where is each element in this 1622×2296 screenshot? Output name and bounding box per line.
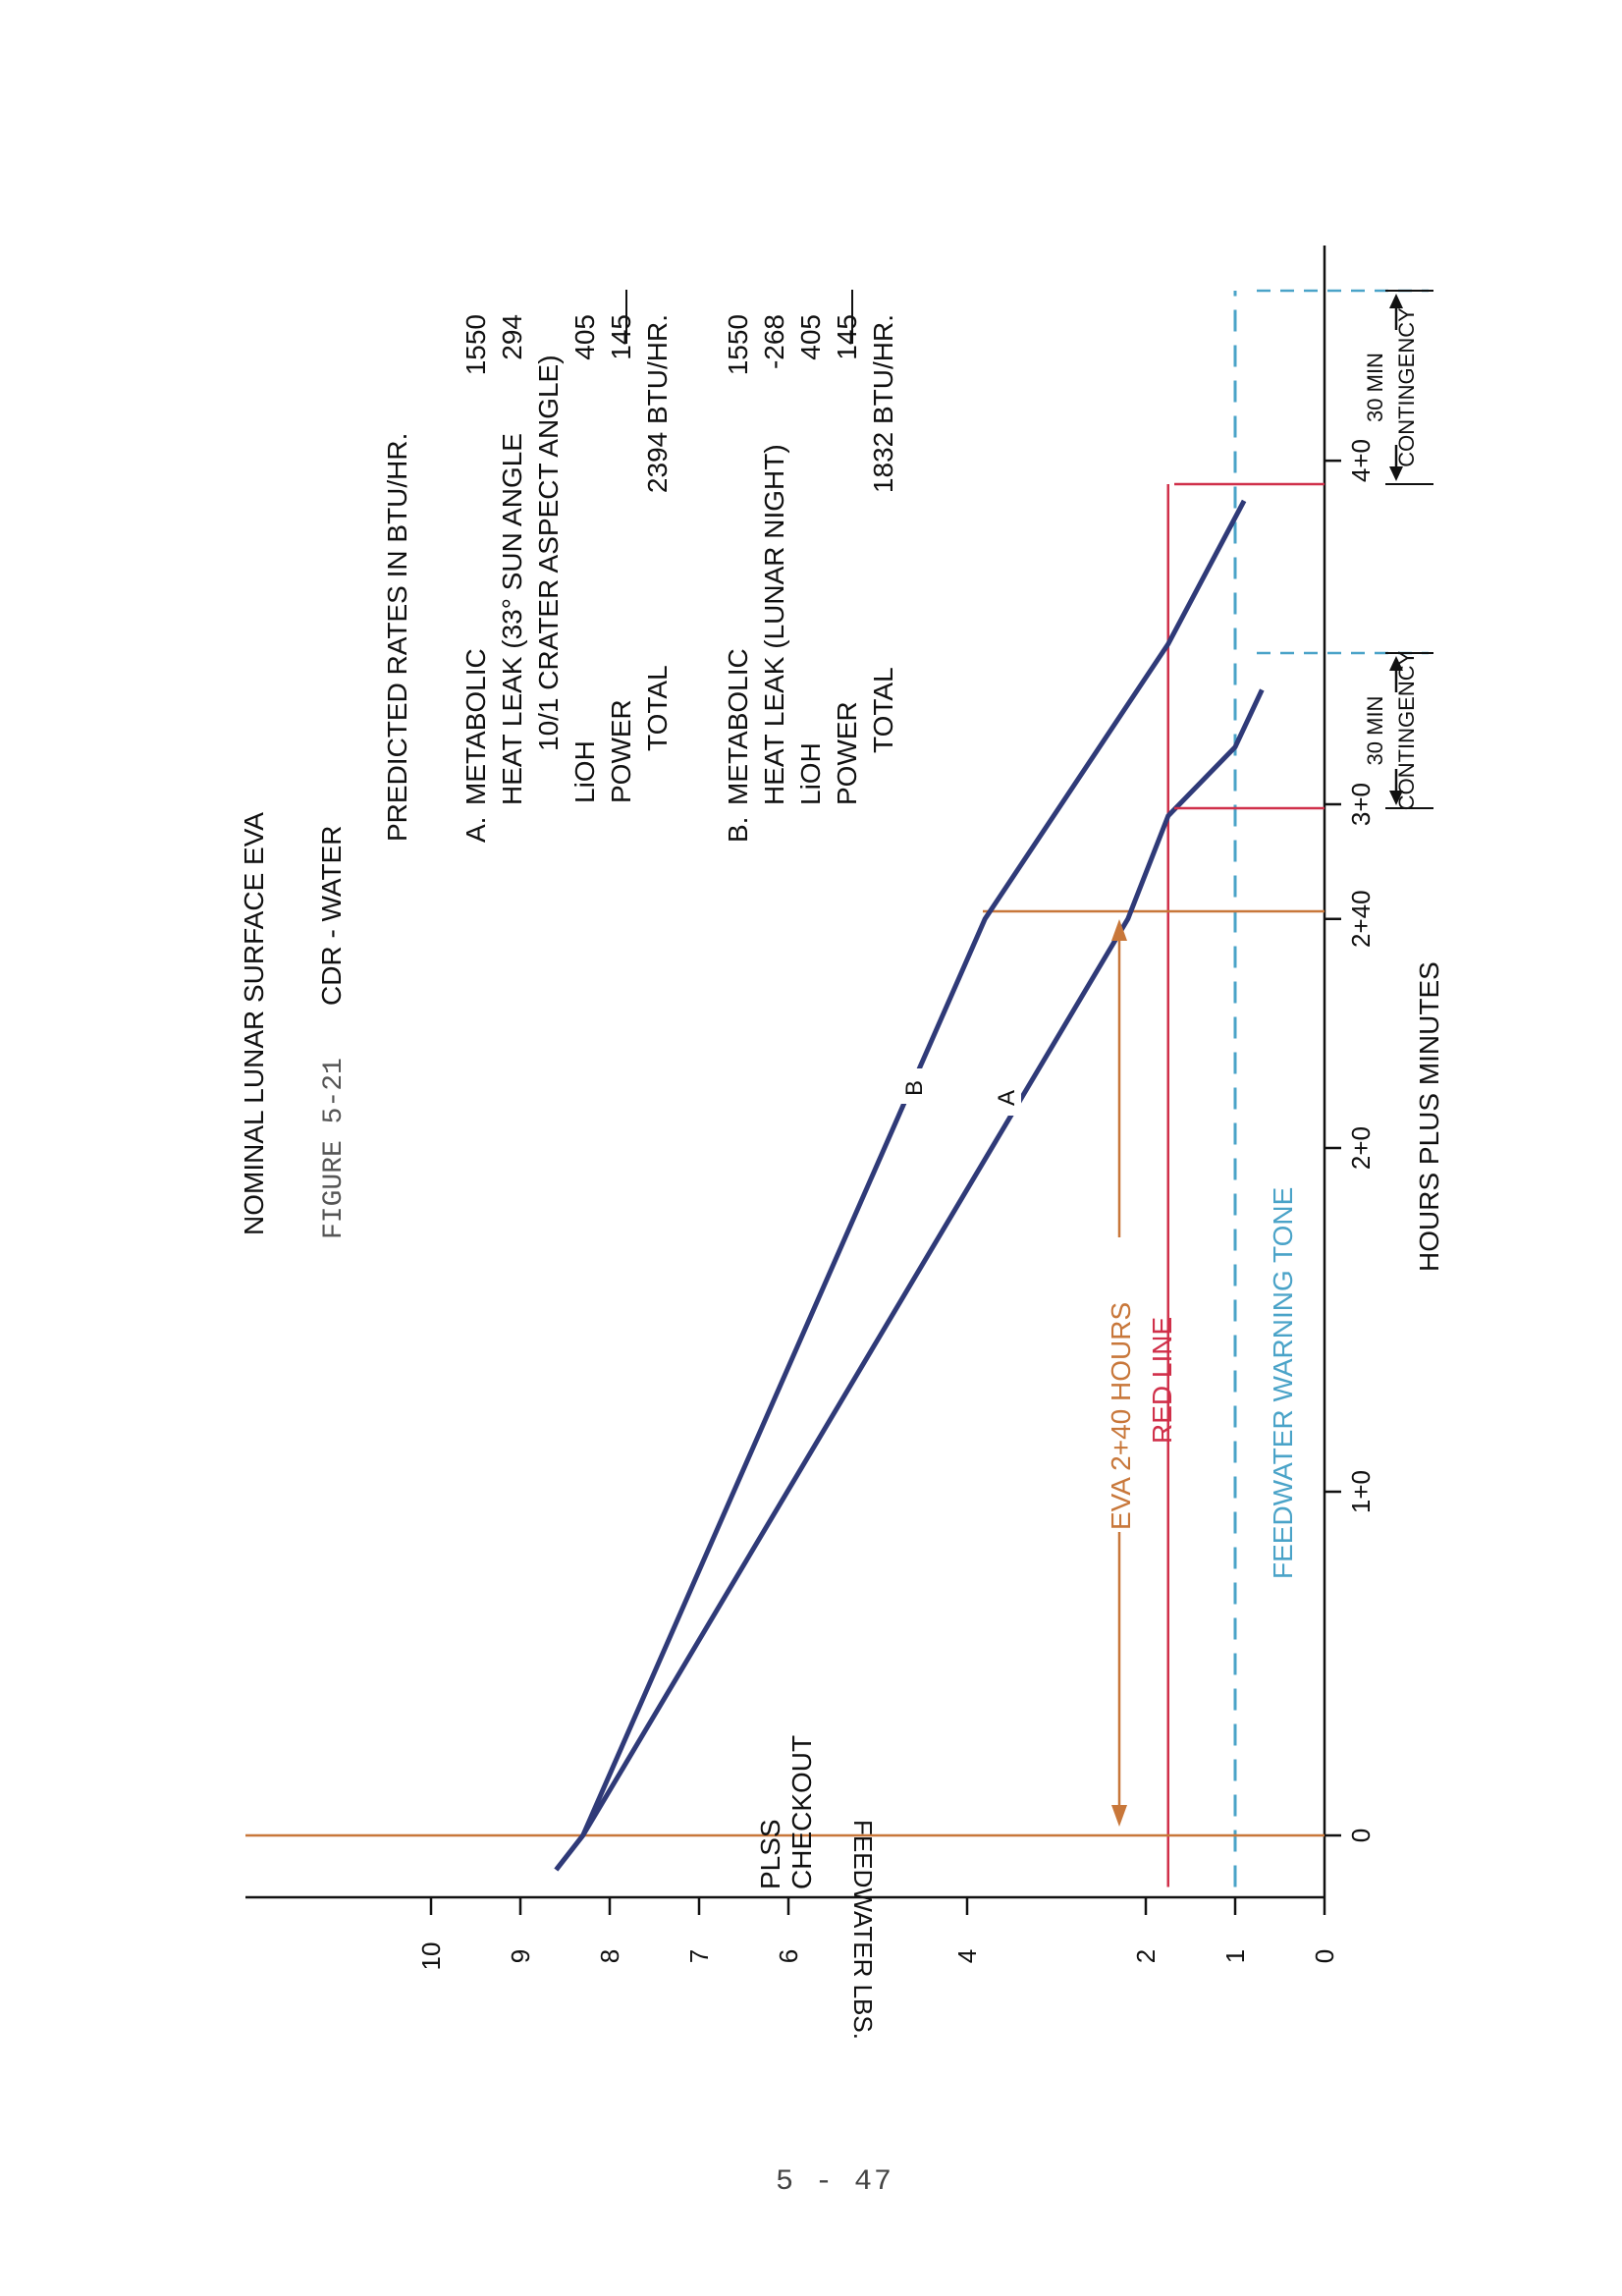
contingency-arrowhead-end-2	[1389, 466, 1403, 481]
case-b-row-name: POWER	[832, 701, 862, 805]
case-a-row-value: 294	[497, 314, 527, 360]
case-a-label: A.	[460, 817, 491, 843]
eva-arrow-head-bottom	[1111, 1805, 1127, 1827]
contingency-label-bottom-1: CONTINGENCY	[1394, 650, 1419, 810]
case-a-row-name: METABOLIC	[460, 648, 491, 805]
y-tick-label: 9	[506, 1949, 535, 1963]
x-tick-label: 1+0	[1346, 1470, 1376, 1513]
y-tick-label: 0	[1310, 1949, 1339, 1963]
x-tick-label: 3+0	[1346, 783, 1376, 826]
y-tick-label: 1	[1220, 1949, 1250, 1963]
y-tick-label: 4	[952, 1949, 982, 1963]
chart-subtitle: CDR - WATER	[316, 825, 347, 1006]
series-label-a: A	[994, 1090, 1020, 1106]
contingency-label-bottom-2: CONTINGENCY	[1394, 307, 1419, 467]
case-b-row-name: METABOLIC	[723, 648, 753, 805]
series-line-b	[554, 499, 1247, 1872]
x-axis-title: HOURS PLUS MINUTES	[1414, 961, 1444, 1272]
chart-title: NOMINAL LUNAR SURFACE EVA	[239, 812, 269, 1235]
case-b-row-name: HEAT LEAK (LUNAR NIGHT)	[759, 444, 789, 805]
series-label-bg	[893, 1068, 927, 1104]
case-b-label: B.	[723, 817, 753, 843]
series-label-b: B	[901, 1080, 928, 1096]
case-b-row-value: -268	[759, 314, 789, 369]
contingency-label-top-2: 30 MIN	[1363, 353, 1387, 422]
case-a-row-value: 405	[569, 314, 600, 360]
case-a-row-name: TOTAL	[642, 665, 673, 751]
case-b-row-value: 1550	[723, 314, 753, 375]
series-line-a	[554, 688, 1265, 1872]
plss-label: PLSS	[755, 1819, 785, 1889]
rates-heading: PREDICTED RATES IN BTU/HR.	[382, 433, 412, 842]
case-a-row-name: 10/1 CRATER ASPECT ANGLE)	[533, 355, 564, 751]
warning-tone-label: FEEDWATER WARNING TONE	[1268, 1187, 1298, 1579]
case-a-row-name: POWER	[606, 699, 636, 803]
y-tick-label: 6	[774, 1949, 803, 1963]
case-b-row-value: 1832 BTU/HR.	[868, 314, 898, 493]
y-axis-title: FEEDWATER LBS.	[848, 1820, 878, 2040]
case-b-row-value: 405	[795, 314, 826, 360]
case-b-row-name: LiOH	[795, 742, 826, 805]
case-a-row-value: 1550	[460, 314, 491, 375]
series-label-bg	[988, 1080, 1021, 1116]
red-line-label: RED LINE	[1147, 1317, 1177, 1444]
figure-number: FIGURE 5-21	[319, 1058, 350, 1239]
contingency-arrowhead-end-1	[1389, 791, 1403, 805]
x-tick-label: 2+40	[1346, 890, 1376, 948]
contingency-arrowhead-start-2	[1389, 294, 1403, 308]
y-tick-label: 10	[416, 1942, 446, 1971]
y-tick-label: 7	[684, 1949, 714, 1963]
case-a-row-value: 2394 BTU/HR.	[642, 314, 673, 493]
case-b-row-value: 145	[832, 314, 862, 360]
y-tick-label: 2	[1131, 1949, 1161, 1963]
y-tick-label: 8	[595, 1949, 624, 1963]
page-number: 5 - 47	[776, 2165, 894, 2199]
eva-arrow-head-top	[1111, 919, 1127, 941]
case-b-row-name: TOTAL	[868, 667, 898, 753]
contingency-arrowhead-start-1	[1389, 656, 1403, 671]
case-a-row-value: 145	[606, 314, 636, 360]
x-tick-label: 4+0	[1346, 439, 1376, 482]
x-tick-label: 2+0	[1346, 1126, 1376, 1170]
case-a-row-name: HEAT LEAK (33° SUN ANGLE	[497, 433, 527, 805]
eva-label-bg	[1095, 1237, 1144, 1532]
x-tick-label: 0	[1346, 1829, 1376, 1842]
checkout-label: CHECKOUT	[786, 1735, 817, 1889]
case-a-row-name: LiOH	[569, 740, 600, 803]
contingency-label-top-1: 30 MIN	[1363, 696, 1387, 766]
eva-label: EVA 2+40 HOURS	[1106, 1302, 1136, 1530]
